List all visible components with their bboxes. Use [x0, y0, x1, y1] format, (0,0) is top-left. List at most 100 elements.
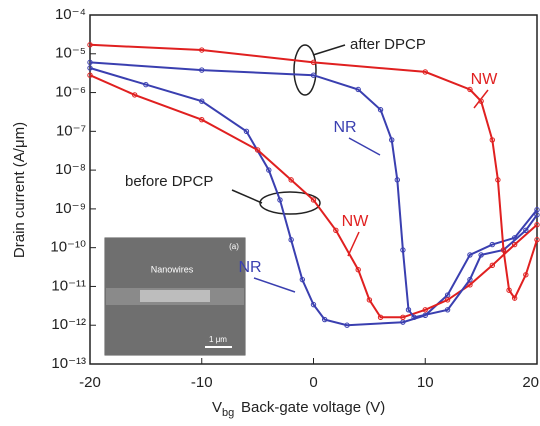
data-point: [243, 128, 250, 135]
inset-wires: [140, 290, 210, 302]
data-point: [500, 247, 507, 253]
y-tick-label: 10⁻⁵: [55, 45, 86, 62]
data-point: [411, 314, 417, 321]
data-point: [254, 147, 261, 153]
data-point: [333, 227, 339, 234]
x-tick-label: -10: [191, 374, 213, 391]
x-tick-label: 20: [522, 374, 539, 391]
data-point: [355, 267, 361, 273]
data-point: [400, 314, 406, 321]
data-point: [467, 282, 473, 288]
data-point: [389, 137, 395, 143]
data-point: [199, 67, 205, 73]
data-point: [467, 252, 473, 258]
data-point: [405, 307, 412, 313]
y-tick-label: 10⁻⁹: [55, 200, 86, 217]
data-point: [467, 86, 473, 93]
data-point: [143, 81, 149, 88]
ellipse: [259, 191, 321, 215]
data-point: [199, 116, 205, 123]
data-point: [534, 237, 540, 243]
data-point: [400, 247, 406, 253]
annotation: after DPCP: [350, 36, 426, 53]
series-label: NW: [342, 213, 370, 230]
data-point: [87, 72, 93, 78]
data-point: [288, 237, 294, 243]
y-tick-label: 10⁻⁶: [55, 84, 86, 101]
y-tick-label: 10⁻¹⁰: [50, 239, 86, 256]
data-point: [87, 59, 93, 66]
y-tick-label: 10⁻⁸: [55, 161, 86, 178]
ellipse: [293, 44, 317, 96]
inset-label: Nanowires: [151, 264, 194, 274]
inset-scale: 1 μm: [209, 335, 227, 344]
data-point: [355, 86, 361, 93]
data-point: [366, 297, 373, 303]
data-point: [523, 272, 529, 278]
x-tick-label: -20: [79, 374, 101, 391]
leader: [231, 189, 263, 204]
data-point: [266, 167, 272, 173]
data-point: [310, 301, 317, 308]
data-point: [523, 227, 529, 234]
x-axis-symbol: V: [212, 399, 222, 416]
inset-panel: (a): [229, 242, 239, 251]
series-label: NW: [471, 71, 499, 88]
data-point: [277, 197, 283, 203]
y-tick-label: 10⁻¹²: [51, 316, 86, 333]
label-arrow: [473, 89, 489, 109]
series-line: [89, 67, 538, 327]
x-axis-subscript: bg: [222, 407, 234, 419]
series-label: NR: [333, 119, 356, 136]
label-arrow: [347, 231, 360, 257]
data-point: [511, 241, 518, 248]
data-point: [199, 47, 205, 53]
data-point: [422, 307, 428, 313]
y-axis-label: Drain current (A/μm): [11, 122, 28, 258]
series-line: [89, 74, 538, 319]
data-point: [478, 252, 484, 258]
data-point: [489, 137, 495, 143]
data-point: [489, 262, 495, 269]
data-point: [377, 314, 384, 321]
data-point: [310, 72, 317, 78]
data-point: [534, 222, 540, 228]
data-point: [489, 241, 495, 248]
data-point: [534, 212, 540, 218]
annotation: before DPCP: [125, 173, 213, 190]
data-point: [444, 307, 451, 313]
data-point: [377, 107, 384, 113]
data-point: [87, 42, 93, 48]
label-arrow: [348, 137, 381, 156]
label-arrow: [253, 277, 296, 293]
series-line: [89, 43, 538, 301]
data-point: [310, 59, 317, 66]
series-label: NR: [238, 259, 261, 276]
data-point: [506, 287, 512, 293]
leader: [312, 44, 346, 56]
data-point: [344, 322, 350, 328]
data-point: [422, 69, 428, 75]
y-tick-label: 10⁻¹³: [51, 355, 86, 372]
data-point: [288, 177, 294, 183]
x-tick-label: 10: [417, 374, 434, 391]
data-point: [511, 295, 518, 301]
data-point: [87, 65, 93, 71]
data-point: [199, 98, 205, 104]
y-tick-label: 10⁻¹¹: [51, 277, 86, 294]
data-point: [321, 316, 328, 323]
data-point: [310, 197, 317, 203]
inset-pad: [105, 238, 245, 288]
annotation-shapes: [231, 44, 346, 215]
data-point: [467, 276, 473, 283]
data-point: [132, 92, 138, 98]
y-tick-label: 10⁻⁴: [55, 6, 86, 23]
data-point: [394, 177, 401, 183]
x-tick-label: 0: [309, 374, 317, 391]
series-line: [89, 61, 538, 319]
data-point: [299, 276, 306, 283]
y-tick-label: 10⁻⁷: [56, 122, 86, 139]
data-point: [534, 207, 540, 213]
data-point: [495, 177, 501, 183]
